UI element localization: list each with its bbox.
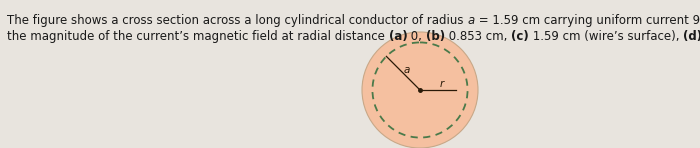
Text: a: a (468, 14, 475, 27)
Text: (c): (c) (511, 30, 529, 43)
Text: 1.59 cm (wire’s surface),: 1.59 cm (wire’s surface), (529, 30, 683, 43)
Text: = 1.59 cm carrying uniform current 92.1 A. What is: = 1.59 cm carrying uniform current 92.1 … (475, 14, 700, 27)
Text: the magnitude of the current’s magnetic field at radial distance: the magnitude of the current’s magnetic … (7, 30, 388, 43)
Text: 0.853 cm,: 0.853 cm, (445, 30, 511, 43)
Text: r: r (440, 79, 444, 89)
Ellipse shape (362, 32, 478, 148)
Text: a: a (403, 65, 410, 74)
Text: (a): (a) (389, 30, 407, 43)
Text: (b): (b) (426, 30, 445, 43)
Text: (d): (d) (683, 30, 700, 43)
Text: The figure shows a cross section across a long cylindrical conductor of radius: The figure shows a cross section across … (7, 14, 468, 27)
Text: 0,: 0, (407, 30, 426, 43)
